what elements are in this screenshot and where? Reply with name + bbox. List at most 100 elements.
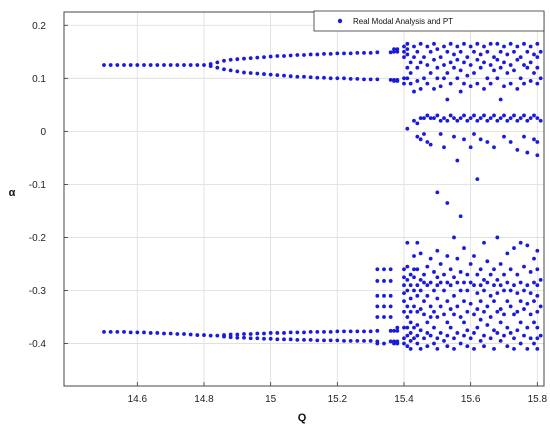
data-point — [275, 54, 280, 58]
data-point — [428, 304, 433, 309]
data-point — [472, 331, 476, 335]
data-point — [242, 70, 246, 75]
data-point — [382, 293, 386, 298]
data-point — [375, 77, 380, 82]
data-point — [482, 113, 486, 118]
data-point — [335, 338, 340, 343]
data-point — [382, 279, 386, 283]
data-point — [525, 243, 530, 248]
data-point — [382, 315, 386, 319]
data-point — [448, 60, 453, 65]
data-point — [428, 49, 433, 54]
y-axis-label: α — [9, 187, 16, 199]
data-point — [382, 304, 386, 309]
data-point — [128, 63, 133, 67]
data-point — [368, 50, 373, 55]
data-point — [512, 246, 516, 250]
data-point — [405, 288, 410, 293]
data-point — [455, 280, 460, 285]
data-point — [472, 254, 476, 258]
data-point — [505, 280, 510, 285]
data-point — [525, 49, 530, 54]
data-point — [288, 330, 293, 335]
data-point — [468, 63, 473, 67]
data-point — [415, 283, 420, 288]
data-point — [242, 335, 246, 340]
data-point — [175, 332, 180, 336]
data-point — [282, 337, 286, 342]
data-point — [248, 56, 253, 61]
data-point — [375, 328, 380, 333]
data-point — [502, 134, 506, 139]
data-point — [498, 116, 503, 120]
data-point — [478, 339, 483, 343]
data-point — [522, 41, 526, 46]
data-point — [465, 309, 470, 314]
data-point — [522, 113, 526, 118]
data-point — [475, 81, 480, 86]
data-point — [228, 68, 233, 73]
data-point — [445, 201, 450, 205]
data-point — [392, 328, 396, 333]
data-point — [415, 240, 420, 245]
data-point — [412, 304, 416, 309]
data-point — [438, 304, 443, 309]
data-point — [415, 323, 420, 327]
data-point — [442, 272, 446, 277]
data-point — [485, 323, 490, 327]
data-point — [455, 57, 460, 62]
data-point — [472, 49, 476, 54]
data-point — [458, 214, 463, 219]
data-point — [438, 280, 443, 285]
data-point — [528, 44, 533, 49]
data-point — [488, 293, 493, 298]
data-point — [402, 55, 406, 59]
data-point — [518, 76, 523, 81]
data-point — [475, 177, 480, 182]
data-point — [115, 63, 120, 67]
data-point — [428, 280, 433, 285]
data-point — [442, 76, 446, 81]
y-tick-label: 0.1 — [32, 74, 46, 85]
data-point — [375, 50, 380, 55]
x-tick-label: 15.4 — [394, 394, 414, 405]
data-point — [465, 73, 470, 78]
data-point — [472, 283, 476, 288]
data-point — [448, 325, 453, 330]
data-point — [425, 63, 430, 67]
data-point — [442, 116, 446, 120]
data-point — [525, 65, 530, 70]
data-point — [445, 344, 450, 349]
data-point — [475, 325, 480, 330]
data-point — [402, 49, 406, 54]
legend-box — [313, 10, 545, 32]
data-point — [535, 153, 540, 158]
data-point — [412, 267, 416, 272]
data-point — [155, 331, 160, 335]
data-point — [482, 288, 486, 293]
data-point — [435, 283, 440, 288]
data-point — [308, 75, 313, 80]
data-point — [315, 329, 320, 334]
data-point — [502, 272, 506, 277]
data-point — [518, 116, 523, 120]
data-point — [388, 267, 393, 272]
data-point — [418, 307, 423, 311]
data-point — [468, 44, 473, 49]
data-point — [525, 283, 530, 288]
data-point — [452, 275, 456, 280]
data-point — [235, 335, 240, 340]
data-point — [515, 309, 520, 314]
data-point — [432, 270, 436, 274]
data-point — [422, 55, 426, 59]
data-point — [368, 77, 373, 82]
data-points — [102, 41, 543, 351]
data-point — [495, 118, 500, 123]
data-point — [282, 54, 286, 58]
data-point — [498, 65, 503, 70]
data-point — [472, 113, 476, 118]
data-point — [465, 118, 470, 123]
data-point — [315, 75, 320, 80]
data-point — [418, 251, 423, 256]
data-point — [468, 145, 473, 150]
